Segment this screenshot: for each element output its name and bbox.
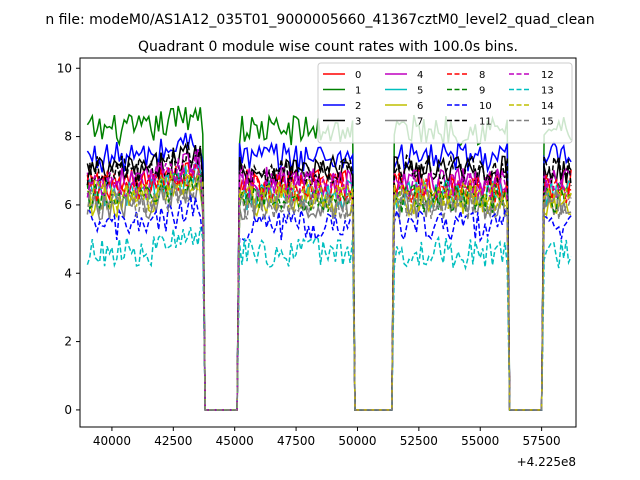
series-line-8 [86, 163, 572, 411]
x-tick-label: 47500 [277, 434, 315, 448]
series-line-2 [86, 132, 572, 411]
x-tick-label: 40000 [93, 434, 131, 448]
legend-frame [317, 62, 573, 144]
legend-label-9: 9 [479, 86, 485, 97]
legend-label-4: 4 [417, 70, 423, 81]
legend-label-5: 5 [417, 86, 423, 97]
y-tick-label: 8 [64, 130, 72, 144]
legend-label-7: 7 [417, 117, 423, 128]
legend-label-6: 6 [417, 101, 423, 112]
y-tick-label: 0 [64, 403, 72, 417]
legend-label-10: 10 [479, 101, 492, 112]
x-tick-label: 57500 [523, 434, 561, 448]
y-tick-label: 6 [64, 198, 72, 212]
series-line-15 [86, 169, 572, 411]
x-tick-label: 45000 [216, 434, 254, 448]
x-axis: 40000 42500 45000 47500 50000 52500 55000 57500 [93, 427, 561, 448]
series-line-12 [86, 151, 572, 411]
y-tick-label: 10 [57, 61, 72, 75]
series-line-13 [86, 227, 572, 411]
legend-label-0: 0 [355, 70, 361, 81]
series-line-14 [87, 169, 572, 411]
legend-label-15: 15 [541, 117, 554, 128]
x-tick-label: 50000 [338, 434, 376, 448]
y-tick-label: 2 [64, 335, 72, 349]
x-axis-offset-label: +4.225e8 [517, 455, 576, 469]
legend-label-11: 11 [479, 117, 492, 128]
legend-label-12: 12 [541, 70, 554, 81]
figure-suptitle: n file: modeM0/AS1A12_035T01_9000005660_… [45, 12, 594, 28]
series-line-11 [86, 142, 572, 411]
x-tick-label: 55000 [461, 434, 499, 448]
legend-label-2: 2 [355, 101, 361, 112]
y-tick-label: 4 [64, 266, 72, 280]
legend-label-14: 14 [541, 101, 554, 112]
x-tick-label: 52500 [400, 434, 438, 448]
y-axis: 0 2 4 6 8 10 [57, 61, 80, 417]
legend-label-3: 3 [355, 117, 361, 128]
legend-label-8: 8 [479, 70, 485, 81]
plot-frame [79, 57, 577, 428]
chart-title: Quadrant 0 module wise count rates with … [138, 39, 518, 55]
legend-label-13: 13 [541, 86, 554, 97]
legend-label-1: 1 [355, 86, 361, 97]
x-tick-label: 42500 [154, 434, 192, 448]
